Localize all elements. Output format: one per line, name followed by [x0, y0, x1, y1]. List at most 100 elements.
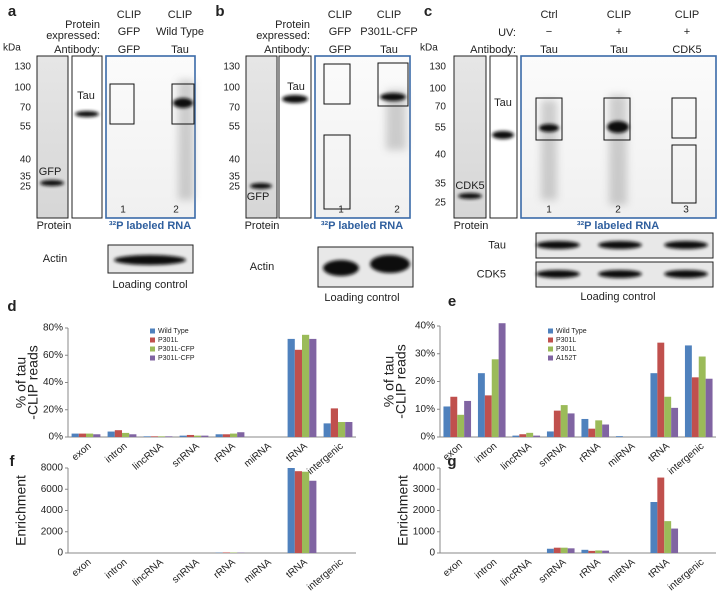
bar — [93, 434, 101, 437]
x-tick-label: rRNA — [577, 441, 603, 465]
bar — [498, 323, 506, 437]
size-marker: 35 — [20, 172, 32, 183]
loading-band — [536, 241, 580, 249]
legend-label: P301L — [556, 346, 576, 353]
y-axis-title: % of tau — [381, 356, 397, 407]
bar — [588, 550, 596, 553]
legend-label: A152T — [556, 355, 577, 362]
size-marker: 70 — [435, 102, 447, 113]
bar — [595, 420, 603, 437]
lane-number: 1 — [120, 205, 126, 216]
bar — [86, 433, 94, 437]
rna-band — [380, 93, 406, 101]
rna-label: ³²P labeled RNA — [577, 220, 659, 232]
protein-lane — [36, 55, 69, 219]
column-label: CLIP — [117, 9, 141, 21]
panel-label: c — [424, 3, 432, 20]
loading-band — [370, 255, 410, 273]
column-label: GFP — [118, 44, 141, 56]
rna-label: ³²P labeled RNA — [321, 220, 403, 232]
rna-band — [539, 124, 559, 132]
y-axis-title: -CLIP reads — [25, 345, 41, 419]
x-tick-label: snRNA — [537, 441, 569, 470]
size-marker: 35 — [229, 172, 241, 183]
bar — [287, 468, 295, 553]
lane-number: 1 — [338, 205, 344, 216]
x-tick-label: rRNA — [212, 557, 238, 581]
protein-band — [458, 193, 482, 199]
header-label: Antibody: — [54, 44, 100, 56]
x-tick-label: snRNA — [170, 557, 202, 586]
column-label: GFP — [118, 26, 141, 38]
region-box — [323, 63, 351, 105]
bar — [595, 550, 603, 553]
panel-label: a — [8, 3, 17, 20]
loading-band — [323, 260, 359, 276]
panel-label: d — [7, 298, 16, 315]
bar — [165, 436, 173, 437]
lane-number: 3 — [683, 205, 689, 216]
band-label: Tau — [77, 90, 95, 102]
bar — [581, 549, 589, 553]
loading-band — [536, 270, 580, 278]
region-box — [535, 97, 563, 141]
column-label: CLIP — [607, 9, 631, 21]
kda-label: kDa — [3, 43, 21, 54]
y-tick-label: 10% — [415, 404, 435, 415]
band-label: CDK5 — [455, 180, 484, 192]
header-label: Antibody: — [264, 44, 310, 56]
y-tick-label: 0 — [57, 548, 63, 559]
rna-band — [607, 121, 629, 133]
rna-band — [173, 98, 193, 108]
panel-label: e — [448, 293, 456, 310]
bar — [698, 356, 706, 437]
y-tick-label: 0% — [49, 432, 64, 443]
loading-control-label: Loading control — [324, 292, 399, 304]
bar — [457, 414, 465, 437]
bar — [602, 424, 610, 437]
size-marker: 40 — [20, 155, 32, 166]
bar — [186, 434, 194, 437]
protein-label: Protein — [245, 220, 280, 232]
column-label: CLIP — [168, 9, 192, 21]
bar — [309, 480, 317, 553]
bar — [684, 345, 692, 437]
column-label: − — [546, 26, 552, 38]
legend-label: P301L — [556, 337, 576, 344]
lane-number: 2 — [615, 205, 621, 216]
size-marker: 100 — [223, 83, 240, 94]
bar — [222, 552, 230, 553]
column-label: GFP — [329, 26, 352, 38]
x-tick-label: lincRNA — [499, 441, 534, 473]
y-tick-label: 4000 — [41, 505, 64, 516]
bar — [122, 432, 130, 437]
bar — [201, 435, 209, 437]
y-tick-label: 8000 — [41, 463, 64, 474]
x-tick-label: intergenic — [305, 557, 345, 593]
bar — [237, 432, 245, 437]
size-marker: 55 — [229, 122, 241, 133]
y-tick-label: 2000 — [413, 505, 436, 516]
column-label: CLIP — [675, 9, 699, 21]
region-box — [377, 62, 409, 107]
y-axis-title: -CLIP reads — [393, 344, 409, 418]
size-marker: 55 — [435, 123, 447, 134]
bar — [484, 395, 492, 437]
protein-lane — [453, 55, 487, 219]
x-tick-label: miRNA — [242, 557, 274, 586]
size-marker: 55 — [20, 122, 32, 133]
column-label: CLIP — [377, 9, 401, 21]
bar — [581, 418, 589, 437]
legend-label: Wild Type — [556, 328, 587, 335]
legend-swatch — [150, 328, 155, 334]
y-tick-label: 6000 — [41, 484, 64, 495]
bar — [158, 436, 166, 437]
region-box — [109, 83, 135, 125]
size-marker: 130 — [223, 62, 240, 73]
x-tick-label: intergenic — [305, 441, 345, 477]
x-tick-label: miRNA — [606, 557, 638, 586]
column-label: CLIP — [328, 9, 352, 21]
y-axis-title: Enrichment — [13, 475, 29, 546]
rna-smear — [386, 90, 406, 150]
header-label: UV: — [498, 27, 516, 39]
